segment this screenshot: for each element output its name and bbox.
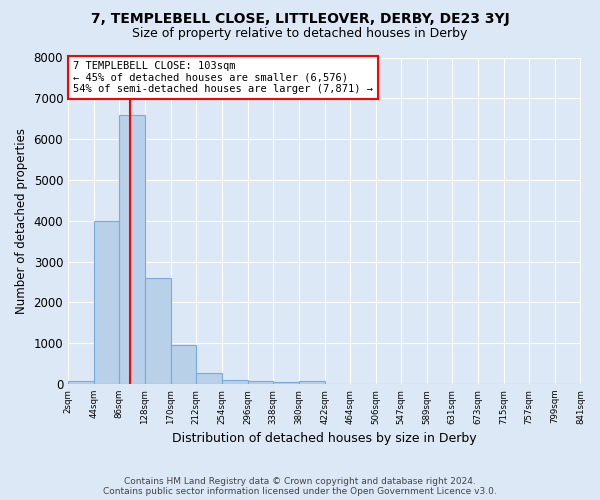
Bar	[119, 114, 145, 384]
Bar	[196, 372, 222, 384]
Bar	[299, 382, 325, 384]
Bar	[222, 380, 248, 384]
Text: Contains HM Land Registry data © Crown copyright and database right 2024.: Contains HM Land Registry data © Crown c…	[124, 477, 476, 486]
Bar	[170, 345, 196, 384]
Text: 7 TEMPLEBELL CLOSE: 103sqm
← 45% of detached houses are smaller (6,576)
54% of s: 7 TEMPLEBELL CLOSE: 103sqm ← 45% of deta…	[73, 61, 373, 94]
X-axis label: Distribution of detached houses by size in Derby: Distribution of detached houses by size …	[172, 432, 476, 445]
Bar	[68, 381, 94, 384]
Bar	[273, 382, 299, 384]
Text: Contains public sector information licensed under the Open Government Licence v3: Contains public sector information licen…	[103, 487, 497, 496]
Y-axis label: Number of detached properties: Number of detached properties	[15, 128, 28, 314]
Bar	[94, 220, 119, 384]
Text: Size of property relative to detached houses in Derby: Size of property relative to detached ho…	[133, 28, 467, 40]
Bar	[145, 278, 170, 384]
Text: 7, TEMPLEBELL CLOSE, LITTLEOVER, DERBY, DE23 3YJ: 7, TEMPLEBELL CLOSE, LITTLEOVER, DERBY, …	[91, 12, 509, 26]
Bar	[248, 381, 273, 384]
